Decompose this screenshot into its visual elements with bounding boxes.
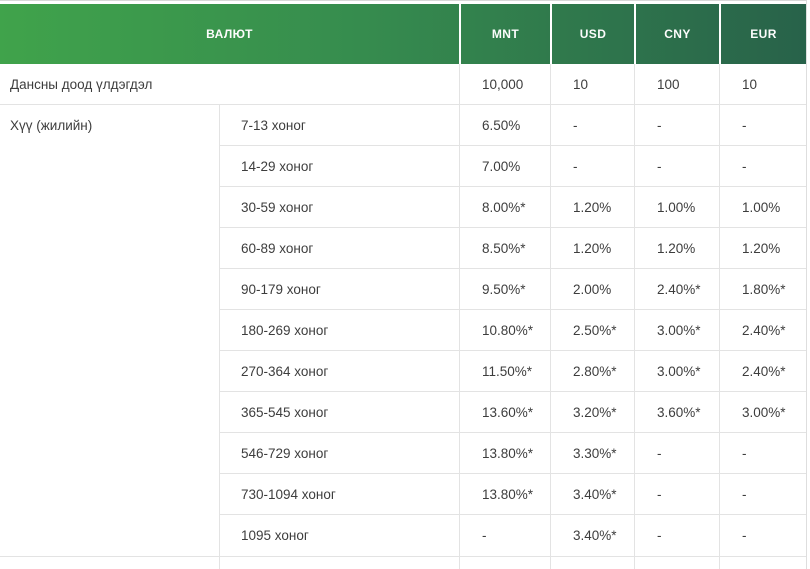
rate-eur: 2.40%* <box>719 310 806 350</box>
min-balance-usd: 10 <box>550 64 634 104</box>
rate-mnt: - <box>459 515 550 556</box>
rate-eur: - <box>719 105 806 145</box>
period-row-365-545: 365-545 хоног 13.60%* 3.20%* 3.60%* 3.00… <box>220 392 806 433</box>
period-row-90-179: 90-179 хоног 9.50%* 2.00% 2.40%* 1.80%* <box>220 269 806 310</box>
header-col-cny: CNY <box>634 4 719 64</box>
period-label: 90-179 хоног <box>241 281 321 297</box>
period-label: 7-13 хоног <box>241 117 306 133</box>
rate-usd: 3.20%* <box>550 392 634 432</box>
rate-eur: 1.20% <box>719 228 806 268</box>
min-balance-mnt: 10,000 <box>459 64 550 104</box>
period-label: 1095 хоног <box>241 528 309 543</box>
rate-usd: - <box>550 146 634 186</box>
min-balance-row: Дансны доод үлдэгдэл 10,000 10 100 10 <box>0 64 806 105</box>
interest-label-cell: Хүү (жилийн) <box>0 105 220 556</box>
period-label: 14-29 хоног <box>241 158 314 174</box>
rate-usd: - <box>550 105 634 145</box>
min-balance-label: Дансны доод үлдэгдэл <box>10 76 153 92</box>
period-row-30-59: 30-59 хоног 8.00%* 1.20% 1.00% 1.00% <box>220 187 806 228</box>
rate-cny: 1.20% <box>634 228 719 268</box>
header-col-usd: USD <box>550 4 634 64</box>
clipped-cell <box>459 557 550 569</box>
rate-cny: - <box>634 105 719 145</box>
rate-cny: - <box>634 474 719 514</box>
rate-usd: 2.50%* <box>550 310 634 350</box>
interest-section: Хүү (жилийн) 7-13 хоног 6.50% - - - 14-2… <box>0 105 806 557</box>
interest-rows: 7-13 хоног 6.50% - - - 14-29 хоног 7.00%… <box>220 105 806 556</box>
period-label: 270-364 хоног <box>241 363 329 379</box>
clipped-cell <box>220 557 459 569</box>
period-row-730-1094: 730-1094 хоног 13.80%* 3.40%* - - <box>220 474 806 515</box>
rate-mnt: 11.50%* <box>459 351 550 391</box>
rate-cny: - <box>634 515 719 556</box>
period-row-14-29: 14-29 хоног 7.00% - - - <box>220 146 806 187</box>
rate-usd: 3.40%* <box>550 515 634 556</box>
period-label: 180-269 хоног <box>241 322 329 338</box>
table-header-row: ВАЛЮТ MNT USD CNY EUR <box>0 4 806 64</box>
period-row-546-729: 546-729 хоног 13.80%* 3.30%* - - <box>220 433 806 474</box>
rate-usd: 2.80%* <box>550 351 634 391</box>
rate-mnt: 13.60%* <box>459 392 550 432</box>
header-col-mnt: MNT <box>459 4 550 64</box>
rate-eur: - <box>719 433 806 473</box>
rate-eur: - <box>719 515 806 556</box>
period-label: 60-89 хоног <box>241 240 314 256</box>
period-row-7-13: 7-13 хоног 6.50% - - - <box>220 105 806 146</box>
rate-eur: 1.00% <box>719 187 806 227</box>
rate-mnt: 6.50% <box>459 105 550 145</box>
period-row-1095: 1095 хоног - 3.40%* - - <box>220 515 806 556</box>
period-row-60-89: 60-89 хоног 8.50%* 1.20% 1.20% 1.20% <box>220 228 806 269</box>
rate-cny: 3.00%* <box>634 351 719 391</box>
clipped-cell <box>634 557 719 569</box>
rate-mnt: 7.00% <box>459 146 550 186</box>
top-spacer <box>0 1 806 4</box>
rate-mnt: 8.50%* <box>459 228 550 268</box>
period-row-180-269: 180-269 хоног 10.80%* 2.50%* 3.00%* 2.40… <box>220 310 806 351</box>
rate-eur: 2.40%* <box>719 351 806 391</box>
rate-usd: 3.30%* <box>550 433 634 473</box>
rate-mnt: 13.80%* <box>459 433 550 473</box>
rate-cny: 2.40%* <box>634 269 719 309</box>
rate-eur: 3.00%* <box>719 392 806 432</box>
period-label: 365-545 хоног <box>241 404 329 420</box>
rate-eur: 1.80%* <box>719 269 806 309</box>
period-label: 730-1094 хоног <box>241 486 336 502</box>
rate-cny: - <box>634 146 719 186</box>
header-col-eur: EUR <box>719 4 806 64</box>
rate-cny: 1.00% <box>634 187 719 227</box>
interest-label: Хүү (жилийн) <box>10 118 93 133</box>
rate-mnt: 13.80%* <box>459 474 550 514</box>
rate-mnt: 10.80%* <box>459 310 550 350</box>
header-currency-label: ВАЛЮТ <box>206 27 253 41</box>
clipped-cell <box>719 557 806 569</box>
clipped-bottom-row <box>0 557 806 569</box>
period-label: 30-59 хоног <box>241 199 314 215</box>
period-label: 546-729 хоног <box>241 445 329 461</box>
rate-mnt: 9.50%* <box>459 269 550 309</box>
rate-cny: 3.00%* <box>634 310 719 350</box>
min-balance-cny: 100 <box>634 64 719 104</box>
clipped-cell <box>550 557 634 569</box>
rate-eur: - <box>719 146 806 186</box>
clipped-cell <box>0 557 220 569</box>
rate-usd: 1.20% <box>550 187 634 227</box>
rate-cny: - <box>634 433 719 473</box>
rate-usd: 3.40%* <box>550 474 634 514</box>
rate-eur: - <box>719 474 806 514</box>
rate-mnt: 8.00%* <box>459 187 550 227</box>
rate-usd: 2.00% <box>550 269 634 309</box>
rate-cny: 3.60%* <box>634 392 719 432</box>
period-row-270-364: 270-364 хоног 11.50%* 2.80%* 3.00%* 2.40… <box>220 351 806 392</box>
rate-usd: 1.20% <box>550 228 634 268</box>
min-balance-eur: 10 <box>719 64 806 104</box>
